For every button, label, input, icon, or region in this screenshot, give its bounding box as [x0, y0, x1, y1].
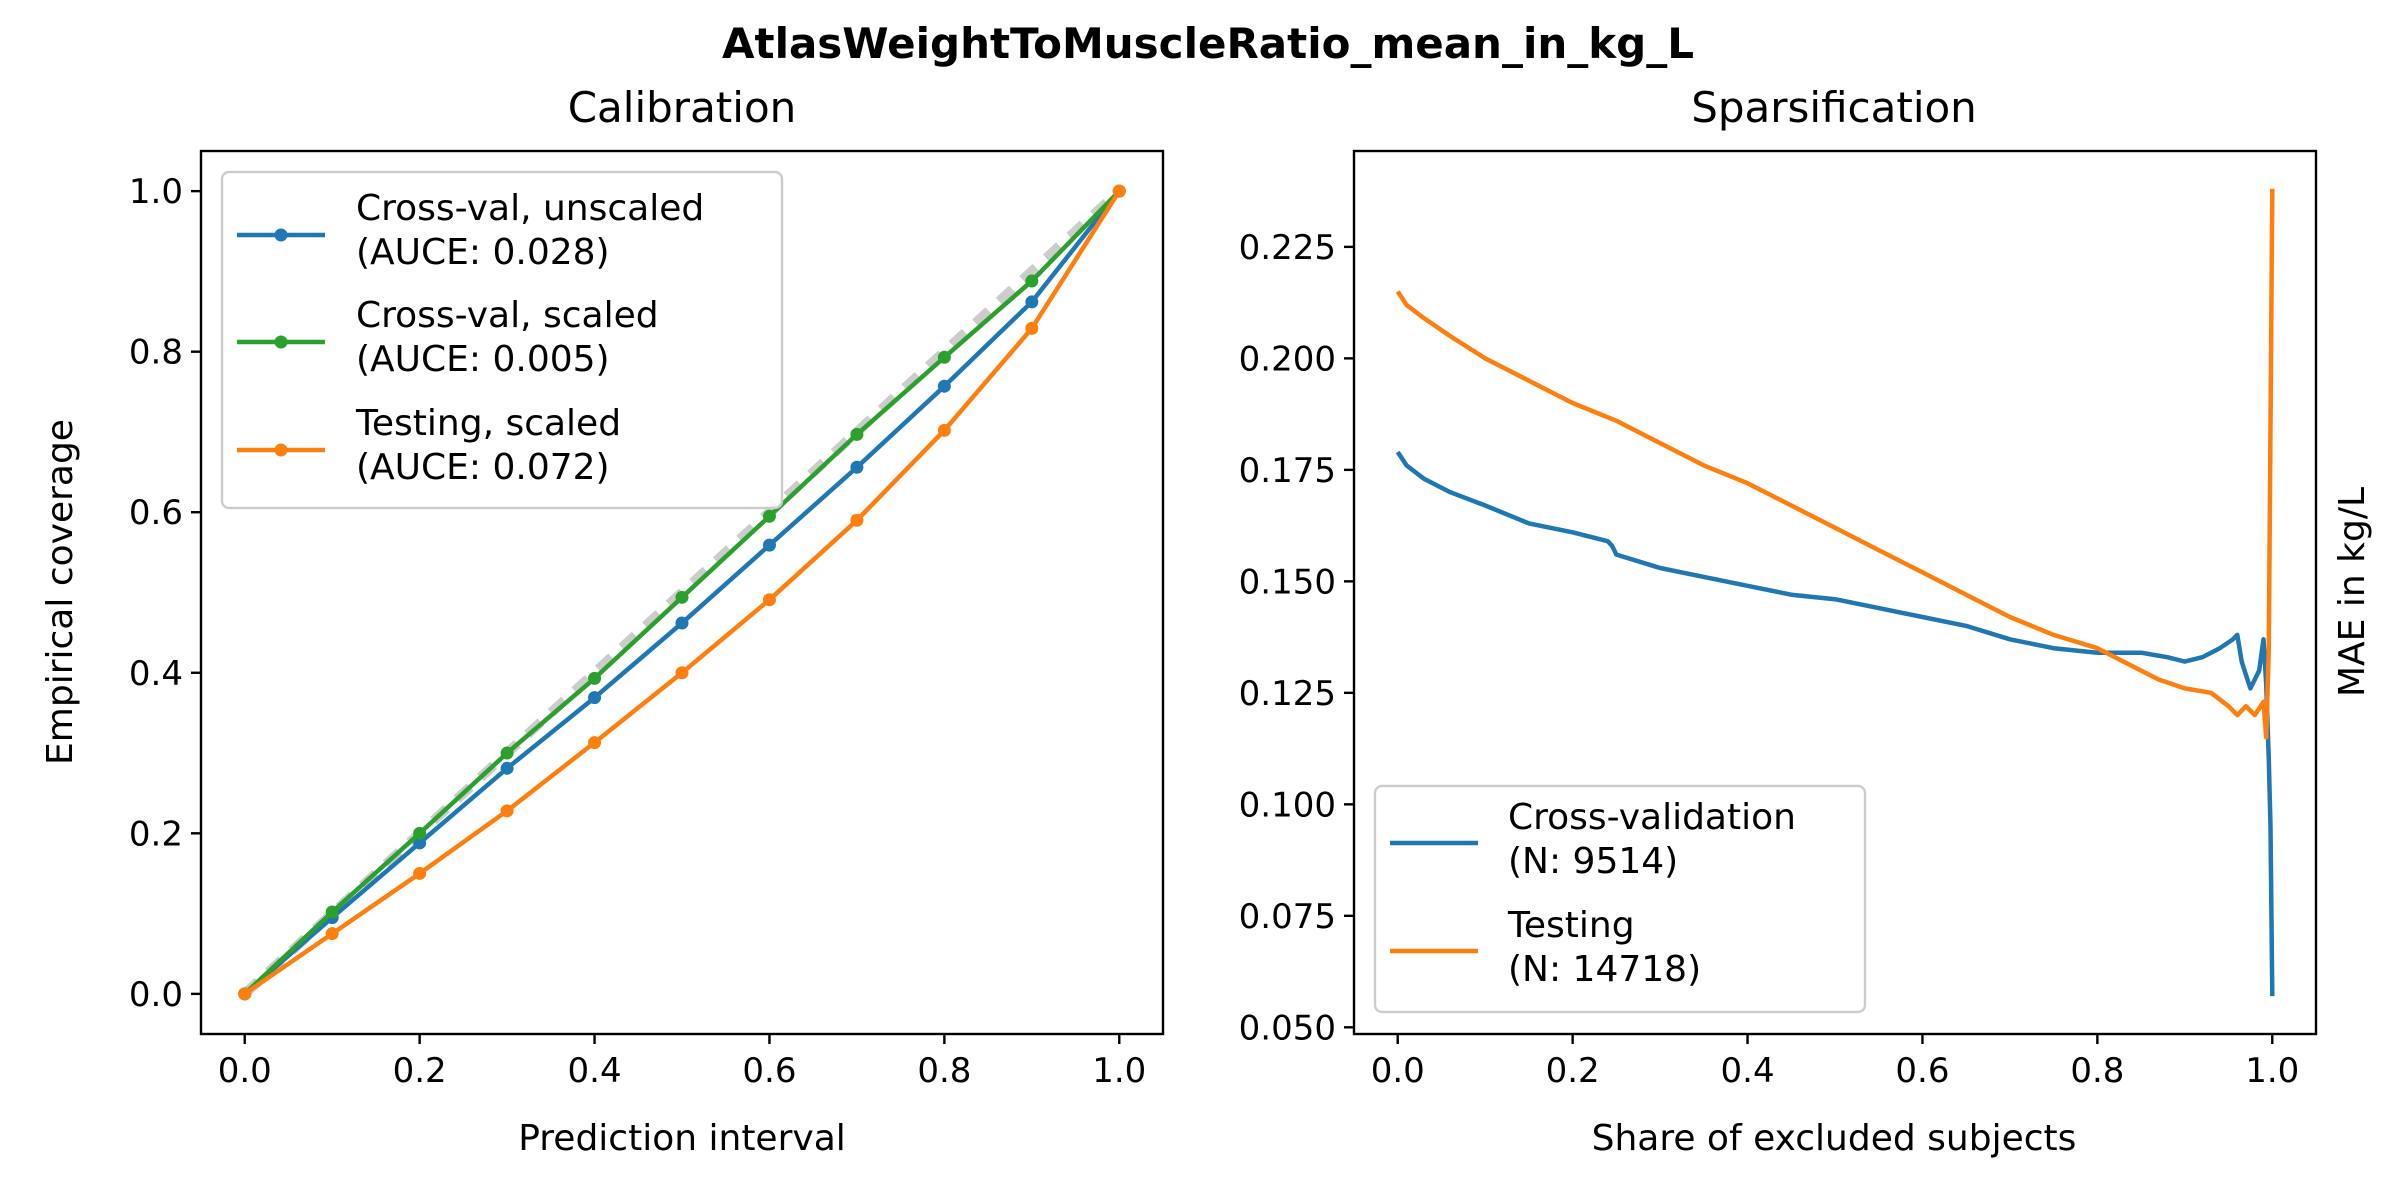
y-tick-label: 0.175 — [1239, 451, 1336, 491]
calibration-title: Calibration — [568, 83, 797, 132]
data-point — [762, 593, 776, 607]
legend-label-detail: (AUCE: 0.005) — [356, 339, 610, 380]
y-tick-label: 0.0 — [129, 975, 183, 1015]
legend-label: Cross-validation — [1508, 797, 1796, 838]
data-point — [675, 666, 689, 680]
calibration-legend-box — [220, 170, 784, 510]
sparsification-legend: Cross-validation (N: 9514) Testing (N: 1… — [1373, 784, 1867, 1014]
data-point — [937, 379, 951, 393]
legend-label-detail: (N: 9514) — [1508, 841, 1678, 882]
sparsification-axes-frame — [1352, 149, 2318, 1036]
data-point — [500, 746, 514, 760]
y-tick-label: 0.100 — [1239, 785, 1336, 825]
y-tick-label: 1.0 — [129, 172, 183, 212]
y-tick-label: 0.6 — [129, 493, 183, 533]
legend-label: Cross-val, unscaled — [356, 188, 704, 229]
data-point — [413, 866, 427, 880]
y-tick-label: 0.2 — [129, 814, 183, 854]
y-tick-label: 0.125 — [1239, 674, 1336, 714]
sparsification-title: Sparsification — [1691, 83, 1977, 132]
sparsification-legend-box — [1373, 784, 1867, 1014]
series-line-1 — [1395, 188, 2275, 740]
data-point — [1025, 321, 1039, 335]
legend-label: Cross-val, scaled — [356, 295, 659, 336]
data-point — [1025, 274, 1039, 288]
data-point — [325, 905, 339, 919]
data-point — [325, 927, 339, 941]
data-point — [500, 804, 514, 818]
data-point — [850, 460, 864, 474]
data-point — [413, 836, 427, 850]
sparsification-ticks: 0.0 0.2 0.4 0.6 0.8 1.0 0.050 0.075 0.100 0.125 0.… — [1239, 228, 2300, 1091]
x-tick-label: 1.0 — [2245, 1051, 2299, 1091]
x-tick-label: 0.0 — [218, 1051, 272, 1091]
y-tick-label: 0.8 — [129, 333, 183, 373]
data-point — [937, 423, 951, 437]
data-point — [413, 826, 427, 840]
sparsification-xlabel: Share of excluded subjects — [1592, 1118, 2077, 1159]
x-tick-label: 0.0 — [1371, 1051, 1425, 1091]
x-tick-label: 0.2 — [1546, 1051, 1600, 1091]
data-point — [762, 509, 776, 523]
legend-label-detail: (AUCE: 0.072) — [356, 447, 610, 488]
data-point — [500, 761, 514, 775]
legend-swatch-marker — [274, 335, 288, 349]
data-point — [675, 616, 689, 630]
sparsification-plot-area — [1395, 188, 2275, 997]
y-tick-label: 0.4 — [129, 654, 183, 694]
legend-label-detail: (N: 14718) — [1508, 949, 1701, 990]
legend-label-detail: (AUCE: 0.028) — [356, 232, 610, 273]
legend-swatch-marker — [274, 443, 288, 457]
calibration-axes-frame — [199, 149, 1165, 1036]
calibration-legend: Cross-val, unscaled (AUCE: 0.028) Cross-… — [220, 170, 784, 510]
data-point — [588, 736, 602, 750]
data-point — [1025, 295, 1039, 309]
x-tick-label: 0.4 — [1721, 1051, 1775, 1091]
figure-title: AtlasWeightToMuscleRatio_mean_in_kg_L — [722, 19, 1694, 68]
data-point — [1112, 184, 1126, 198]
sparsification-ylabel: MAE in kg/L — [2332, 487, 2373, 697]
data-point — [675, 590, 689, 604]
data-point — [588, 691, 602, 705]
x-tick-label: 0.2 — [393, 1051, 447, 1091]
legend-label: Testing — [1507, 905, 1635, 946]
y-tick-label: 0.200 — [1239, 339, 1336, 379]
y-tick-label: 0.050 — [1239, 1008, 1336, 1048]
x-tick-label: 0.8 — [2070, 1051, 2124, 1091]
calibration-ticks: 0.0 0.2 0.4 0.6 0.8 1.0 0.0 0.2 0.4 0.6 0.8 1.0 — [129, 172, 1146, 1091]
x-tick-label: 1.0 — [1092, 1051, 1146, 1091]
sparsification-panel: Sparsification 0.0 0.2 0.4 0.6 0.8 1.00.0500.… — [1239, 83, 2373, 1159]
x-tick-label: 0.4 — [568, 1051, 622, 1091]
data-point — [238, 987, 252, 1001]
x-tick-label: 0.6 — [1895, 1051, 1949, 1091]
x-tick-label: 0.8 — [917, 1051, 971, 1091]
calibration-xlabel: Prediction interval — [518, 1118, 846, 1159]
y-tick-label: 0.075 — [1239, 897, 1336, 937]
data-point — [762, 538, 776, 552]
legend-swatch-marker — [274, 228, 288, 242]
x-tick-label: 0.6 — [742, 1051, 796, 1091]
data-point — [850, 513, 864, 527]
calibration-ylabel: Empirical coverage — [40, 419, 81, 765]
legend-label: Testing, scaled — [355, 403, 621, 444]
y-tick-label: 0.225 — [1239, 228, 1336, 268]
series-line-0 — [1395, 450, 2275, 997]
y-tick-label: 0.150 — [1239, 562, 1336, 602]
calibration-panel: Calibration 0.0 0.2 0.4 0.6 0.8 1.00.00.20.40… — [40, 83, 1165, 1159]
data-point — [588, 671, 602, 685]
data-point — [937, 350, 951, 364]
calibration-plot-area — [238, 184, 1126, 1001]
data-point — [850, 427, 864, 441]
